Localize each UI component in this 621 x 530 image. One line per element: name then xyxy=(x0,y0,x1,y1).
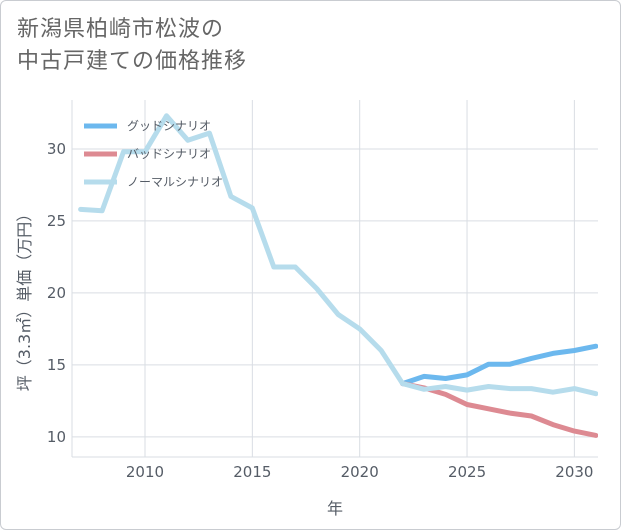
series-line-good xyxy=(400,343,598,387)
x-tick-label: 2020 xyxy=(341,463,379,481)
y-axis-title: 坪（3.3㎡）単価（万円） xyxy=(15,206,34,391)
legend-label-normal[interactable]: ノーマルシナリオ xyxy=(127,175,223,189)
y-tick-label: 20 xyxy=(47,284,66,302)
series-layer xyxy=(78,113,598,438)
page-title: 新潟県柏崎市松波の 中古戸建ての価格推移 xyxy=(17,14,247,78)
x-tick-label: 2015 xyxy=(233,463,271,481)
legend-label-bad[interactable]: バッドシナリオ xyxy=(127,147,211,161)
grid-layer xyxy=(72,100,598,457)
page-title-line-2: 中古戸建ての価格推移 xyxy=(17,49,248,74)
x-tick-label: 2010 xyxy=(126,463,164,481)
page-title-line-1: 新潟県柏崎市松波の xyxy=(17,17,225,42)
x-tick-label: 2030 xyxy=(555,463,593,481)
y-tick-label: 30 xyxy=(47,140,66,158)
series-line-normal xyxy=(78,113,598,397)
x-axis-title: 年 xyxy=(327,499,343,518)
x-tick-label: 2025 xyxy=(448,463,486,481)
y-tick-label: 25 xyxy=(47,212,66,230)
y-tick-label: 10 xyxy=(47,428,66,446)
legend-label-good[interactable]: グッドシナリオ xyxy=(127,119,211,133)
series-line-bad xyxy=(400,381,598,438)
y-tick-label: 15 xyxy=(47,356,66,374)
